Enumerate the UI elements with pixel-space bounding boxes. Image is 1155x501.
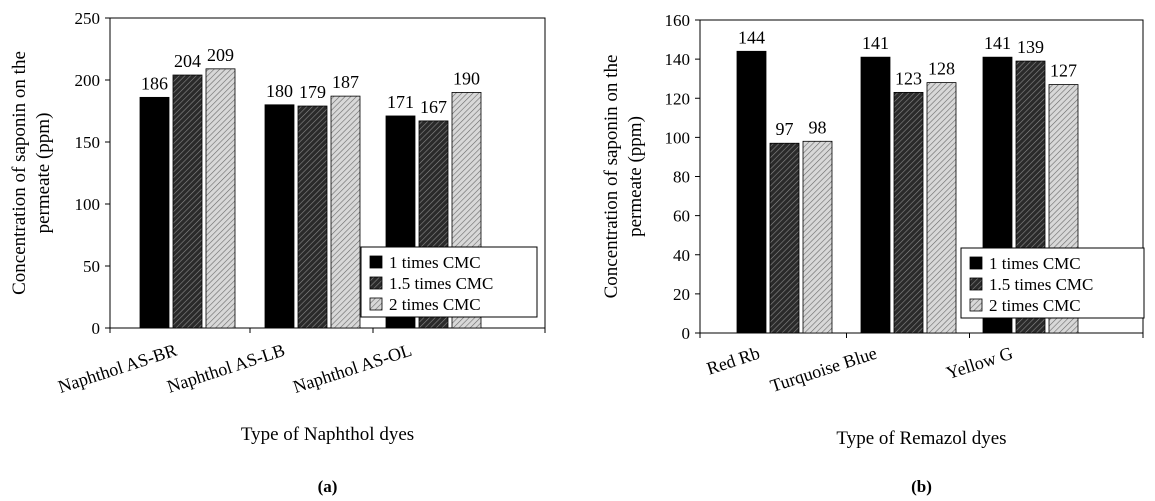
data-label: 179 [299,82,326,102]
bar [330,95,361,329]
data-label: 167 [420,97,447,117]
y-axis-title-line2: permeate (ppm) [625,116,646,237]
bar [860,56,891,334]
data-label: 204 [174,51,201,71]
data-label: 128 [928,59,955,79]
y-tick-label: 160 [665,11,691,30]
y-tick-label: 100 [75,195,101,214]
legend-swatch [969,256,983,270]
x-tick-label: Turquoise Blue [768,343,880,396]
data-label: 190 [453,68,480,88]
data-label: 180 [266,81,293,101]
data-label: 127 [1050,61,1077,81]
data-label: 98 [809,117,827,137]
y-axis-title-line2: permeate (ppm) [33,113,54,234]
x-tick-label: Naphthol AS-LB [165,340,288,397]
y-tick-label: 250 [75,9,101,28]
bar [736,50,767,334]
y-axis-title-line1: Concentration of saponin on the [601,55,622,299]
bar [297,105,328,329]
y-axis-title-line1: Concentration of saponin on the [9,51,30,295]
y-tick-label: 0 [92,319,101,338]
legend-box [960,247,1145,319]
y-tick-label: 140 [665,50,691,69]
data-label: 187 [332,72,359,92]
y-tick-label: 80 [673,168,690,187]
y-tick-label: 100 [665,128,691,147]
data-label: 139 [1017,37,1044,57]
data-label: 186 [141,73,168,93]
bar [264,104,295,329]
x-tick-label: Red Rb [704,343,762,379]
x-tick-label: Naphthol AS-OL [291,340,415,397]
bar [802,140,833,334]
legend-entry: 1 times CMC [989,254,1081,273]
x-tick-label: Naphthol AS-BR [56,340,180,397]
legend-box [360,246,538,318]
legend-entry: 1 times CMC [389,253,481,272]
bar [172,74,203,329]
panel-label: (a) [318,477,338,496]
bar [139,96,170,329]
legend-entry: 2 times CMC [989,296,1081,315]
y-tick-label: 120 [665,89,691,108]
legend-entry: 1.5 times CMC [389,274,493,293]
panel-label: (b) [911,477,932,496]
data-label: 123 [895,68,922,88]
bar [769,142,800,334]
data-label: 97 [776,119,794,139]
legend-swatch [369,255,383,269]
y-tick-label: 50 [83,257,100,276]
chart-panel-a: 0 50 100 150 200 250 186 180 171 204 179 167 209 187 1… [9,9,546,496]
data-label: 171 [387,92,414,112]
legend-swatch [369,297,383,311]
y-tick-label: 20 [673,285,690,304]
bar [893,91,924,334]
x-axis-title: Type of Naphthol dyes [241,424,414,445]
legend-swatch [369,276,383,290]
legend: 1 times CMC 1.5 times CMC 2 times CMC [960,247,1145,319]
y-tick-label: 0 [682,324,691,343]
data-label: 209 [207,45,234,65]
data-label: 144 [738,27,765,47]
y-tick-label: 40 [673,246,690,265]
legend-entry: 1.5 times CMC [989,275,1093,294]
plot-frame [109,17,546,329]
data-label: 141 [984,33,1011,53]
data-label: 141 [862,33,889,53]
legend-swatch [969,277,983,291]
legend-entry: 2 times CMC [389,295,481,314]
bar [205,68,236,329]
x-tick-label: Yellow G [944,343,1016,383]
bar [926,82,957,334]
x-axis-title: Type of Remazol dyes [836,428,1006,449]
legend: 1 times CMC 1.5 times CMC 2 times CMC [360,246,538,318]
y-tick-label: 150 [75,133,101,152]
legend-swatch [969,298,983,312]
chart-panel-b: 0 20 40 60 80 100 120 140 160 144 141 141 97 123 139 98… [601,11,1145,496]
y-tick-label: 200 [75,71,101,90]
y-tick-label: 60 [673,207,690,226]
